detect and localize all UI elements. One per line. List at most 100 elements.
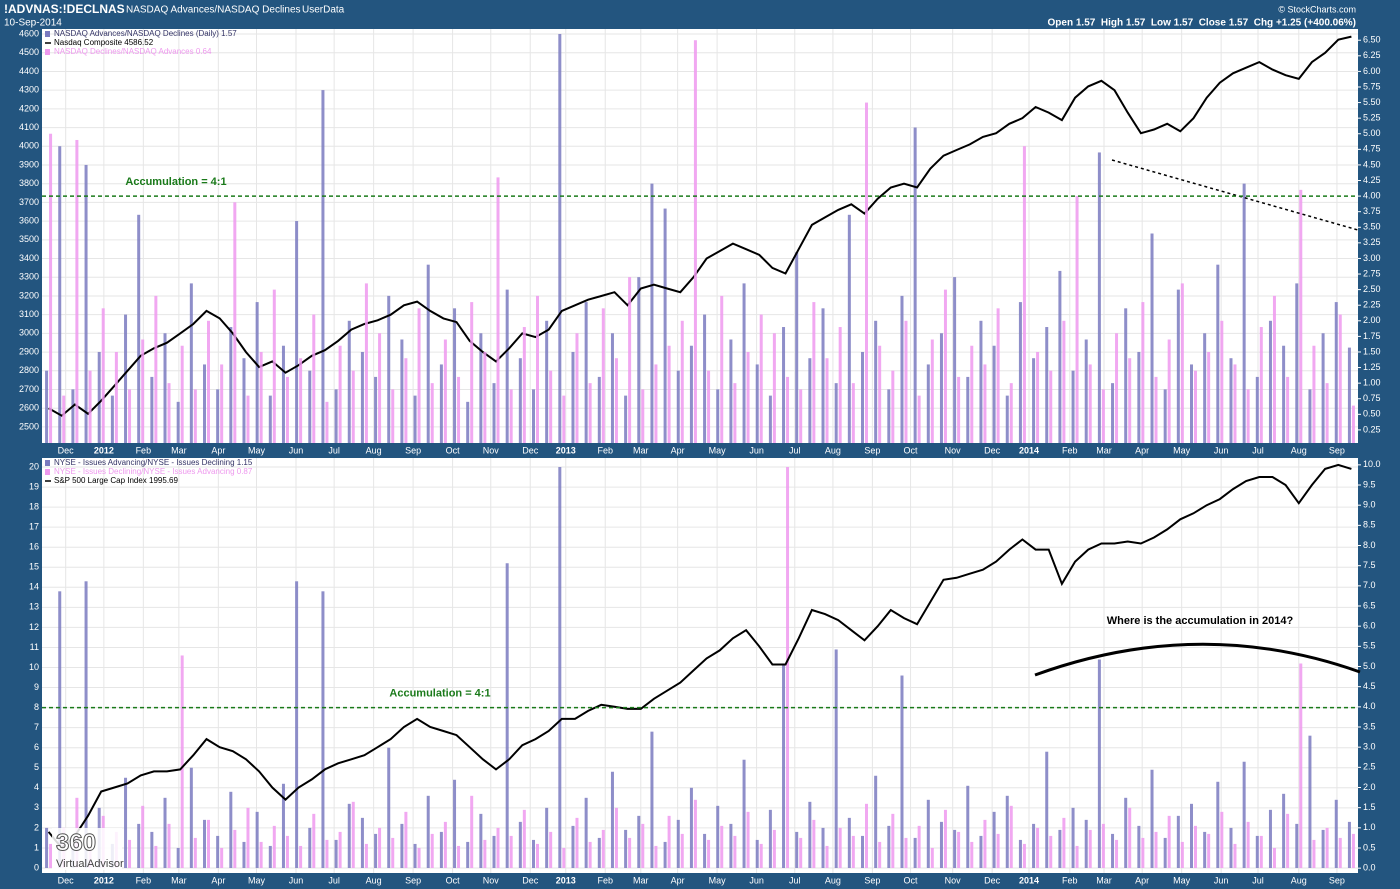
- x-tick-label: 2013: [556, 445, 576, 455]
- bar: [84, 164, 88, 443]
- bar: [189, 767, 193, 868]
- bar: [900, 295, 904, 443]
- bar: [861, 351, 864, 443]
- bar: [755, 364, 759, 443]
- x-tick-label: Feb: [136, 875, 152, 885]
- bar: [347, 320, 351, 443]
- y-tick-label: 3300: [19, 272, 39, 282]
- bar: [479, 813, 483, 868]
- y2-tick-label: 3.0: [1363, 742, 1376, 752]
- bar: [1312, 345, 1316, 443]
- y-tick-label: 3: [34, 802, 39, 812]
- y2-tick-label: 1.25: [1363, 362, 1381, 372]
- bar: [716, 389, 720, 443]
- bar: [891, 813, 895, 868]
- x-tick-label: Dec: [58, 875, 75, 885]
- reference-label: Accumulation = 4:1: [389, 688, 490, 700]
- bar: [1338, 314, 1342, 443]
- bar: [417, 847, 421, 868]
- y2-tick-label: 9.5: [1363, 479, 1376, 489]
- bar: [663, 208, 667, 443]
- x-tick-label: Mar: [171, 445, 187, 455]
- bar: [1088, 364, 1092, 443]
- bar: [312, 314, 316, 443]
- bar: [536, 843, 539, 868]
- y-tick-label: 3000: [19, 328, 39, 338]
- y2-tick-label: 0.5: [1363, 842, 1376, 852]
- y2-tick-label: 2.75: [1363, 268, 1381, 278]
- bar: [338, 831, 342, 868]
- y-tick-label: 3200: [19, 290, 39, 300]
- bar: [1255, 376, 1259, 443]
- bar: [518, 358, 522, 443]
- bar: [259, 841, 263, 868]
- x-tick-label: Oct: [446, 445, 461, 455]
- bar: [913, 127, 917, 443]
- bar: [957, 376, 961, 443]
- bar: [979, 320, 983, 443]
- x-tick-label: Mar: [633, 875, 649, 885]
- y-tick-label: 4600: [19, 28, 39, 38]
- bar: [334, 839, 338, 868]
- bar: [1194, 825, 1197, 868]
- bar: [966, 376, 970, 443]
- legend-label: NYSE - Issues Advancing/NYSE - Issues De…: [54, 458, 253, 467]
- bar: [509, 835, 513, 868]
- bar: [338, 345, 342, 443]
- bar: [268, 845, 272, 868]
- y2-tick-label: 7.5: [1363, 560, 1376, 570]
- bar: [176, 401, 180, 443]
- date: 10-Sep-2014: [4, 18, 62, 29]
- bar: [716, 805, 720, 868]
- bar: [1128, 358, 1132, 443]
- bar: [1163, 837, 1167, 868]
- bar: [295, 221, 299, 443]
- bar: [351, 801, 355, 868]
- bar: [351, 370, 355, 443]
- bar: [1088, 829, 1092, 868]
- y2-tick-label: 5.00: [1363, 128, 1381, 138]
- bar: [1190, 803, 1193, 868]
- bar: [742, 283, 746, 443]
- bar: [229, 791, 233, 868]
- bar: [1308, 389, 1312, 443]
- bar: [917, 825, 921, 868]
- bar: [154, 845, 158, 868]
- bar: [667, 345, 671, 443]
- x-tick-label: 2014: [1019, 445, 1039, 455]
- bar: [1242, 761, 1246, 868]
- bar: [1154, 376, 1158, 443]
- bar: [176, 847, 180, 868]
- bar: [597, 376, 601, 443]
- bar: [137, 823, 141, 868]
- bar: [404, 811, 408, 868]
- bar: [1005, 395, 1009, 443]
- y2-tick-label: 6.00: [1363, 66, 1381, 76]
- bar: [207, 819, 210, 868]
- bar: [193, 837, 197, 868]
- bar: [742, 759, 746, 868]
- bar: [851, 835, 855, 868]
- bar: [496, 177, 500, 443]
- bar: [808, 358, 812, 443]
- x-tick-label: May: [709, 445, 727, 455]
- bar: [1295, 283, 1299, 443]
- y2-tick-label: 1.50: [1363, 346, 1381, 356]
- y-tick-label: 13: [29, 602, 39, 612]
- x-tick-label: Aug: [1291, 875, 1307, 885]
- panel-1-bg: [42, 29, 1358, 443]
- y-tick-label: 14: [29, 582, 39, 592]
- bar: [216, 835, 220, 868]
- bar: [532, 389, 535, 443]
- bar: [667, 815, 671, 868]
- bar: [1150, 769, 1154, 868]
- x-tick-label: Apr: [211, 445, 225, 455]
- bar: [1101, 389, 1105, 443]
- bar: [729, 823, 733, 868]
- bar: [308, 370, 312, 443]
- bar: [1233, 364, 1237, 443]
- bar: [588, 383, 592, 443]
- legend-label: NASDAQ Advances/NASDAQ Declines (Daily) …: [54, 29, 237, 38]
- bar: [1115, 333, 1119, 443]
- bar: [799, 389, 803, 443]
